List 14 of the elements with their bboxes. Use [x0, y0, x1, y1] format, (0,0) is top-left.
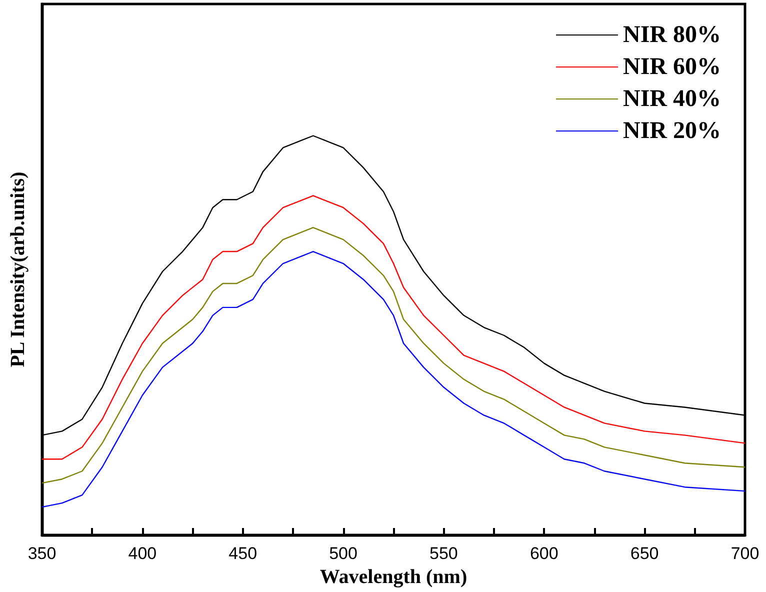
x-tick-label: 450: [228, 544, 258, 563]
x-tick-label: 550: [430, 544, 458, 563]
legend-label: NIR 40%: [622, 86, 722, 112]
x-tick-label: 400: [128, 544, 157, 563]
legend-label: NIR 20%: [622, 118, 722, 144]
x-tick-label: 700: [730, 544, 760, 563]
x-tick-label: 650: [630, 544, 659, 563]
x-tick-label: 500: [329, 544, 358, 563]
x-tick-label: 600: [530, 544, 558, 563]
legend-label: NIR 60%: [622, 54, 722, 80]
legend-label: NIR 80%: [622, 22, 722, 48]
y-axis-title: PL Intensity(arb.units): [7, 172, 29, 368]
x-axis-title: Wavelength (nm): [320, 566, 468, 588]
x-tick-label: 350: [28, 544, 56, 563]
